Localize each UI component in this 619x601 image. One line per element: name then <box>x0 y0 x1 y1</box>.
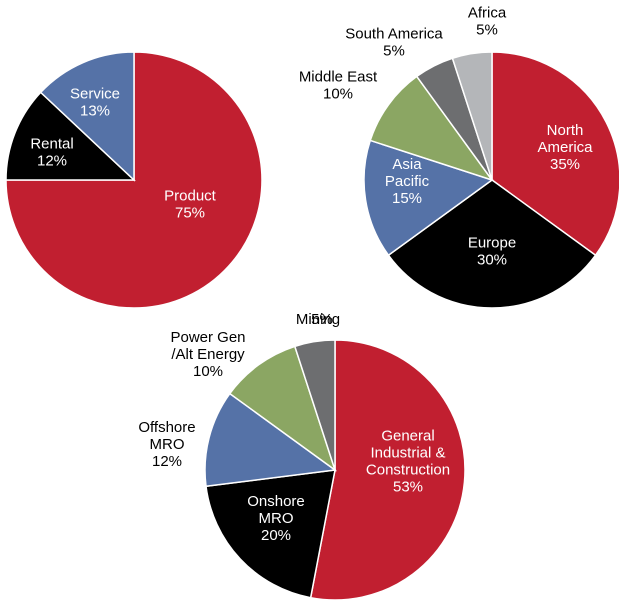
slice-label-line: Pacific <box>385 173 430 190</box>
slice-label-line: Onshore <box>247 493 305 510</box>
slice-label-line: Industrial & <box>370 444 445 461</box>
slice-label-line: Offshore <box>138 419 195 436</box>
slice-label-line: Service <box>70 85 120 102</box>
pie-slice <box>369 75 494 182</box>
slice-label-line: MRO <box>259 510 294 527</box>
slice-label: Power Gen/Alt Energy <box>170 329 245 363</box>
slice-label: Product <box>164 187 217 204</box>
slice-label-line: Middle East <box>299 68 378 85</box>
slice-value: 30% <box>477 251 507 268</box>
slice-label: Offshore MRO <box>138 419 195 453</box>
pie-slice <box>309 339 466 601</box>
pie-slice <box>293 339 336 471</box>
slice-value: 20% <box>261 527 291 544</box>
slice-label: South America <box>345 25 443 42</box>
slice-value: 75% <box>175 204 205 221</box>
slice-value: 53% <box>393 478 423 495</box>
slice-label: Africa <box>468 4 507 21</box>
pie-slice <box>5 51 263 309</box>
slice-label-line: MRO <box>150 436 185 453</box>
slice-label: Mining <box>296 311 340 328</box>
slice-label: Service <box>70 85 120 102</box>
slice-label: Middle East <box>299 68 378 85</box>
slice-label: Europe <box>468 234 516 251</box>
slice-label-line: General <box>381 427 434 444</box>
slice-label-line: Rental <box>30 135 73 152</box>
slice-label-line: Europe <box>468 234 516 251</box>
slice-label-line: South America <box>345 25 443 42</box>
slice-label-line: America <box>537 139 593 156</box>
slice-label-line: Asia <box>392 156 422 173</box>
slice-value: 10% <box>323 85 353 102</box>
pie-slice <box>205 469 336 599</box>
slice-label-line: North <box>547 122 584 139</box>
slice-label: Asia Pacific <box>385 156 430 190</box>
pie-slice <box>39 51 135 182</box>
pie-slice <box>5 91 136 181</box>
pie-slice <box>228 345 337 472</box>
slice-label-line: Construction <box>366 461 450 478</box>
pie-slice <box>451 51 493 181</box>
slice-label-line: /Alt Energy <box>171 346 245 363</box>
slice-value: 35% <box>550 156 580 173</box>
slice-value: 5% <box>476 21 498 38</box>
slice-value: 5% <box>383 42 405 59</box>
slice-value: 12% <box>152 453 182 470</box>
slice-label: Rental <box>30 135 73 152</box>
slice-label-line: Power Gen <box>170 329 245 346</box>
slice-value: 13% <box>80 102 110 119</box>
slice-value: 5% <box>311 311 333 328</box>
pie-slice <box>363 139 494 257</box>
slice-value: 12% <box>37 152 67 169</box>
slice-label-line: Africa <box>468 4 507 21</box>
slice-value: 15% <box>392 190 422 207</box>
slice-value: 10% <box>193 363 223 380</box>
slice-label: General Industrial & Construction <box>366 427 450 478</box>
slice-label-line: Product <box>164 187 217 204</box>
slice-label: North America <box>537 122 593 156</box>
slice-label: Onshore MRO <box>247 493 305 527</box>
pie-slice <box>491 51 619 257</box>
pie-slice <box>387 179 597 309</box>
pie-slice <box>204 392 337 488</box>
